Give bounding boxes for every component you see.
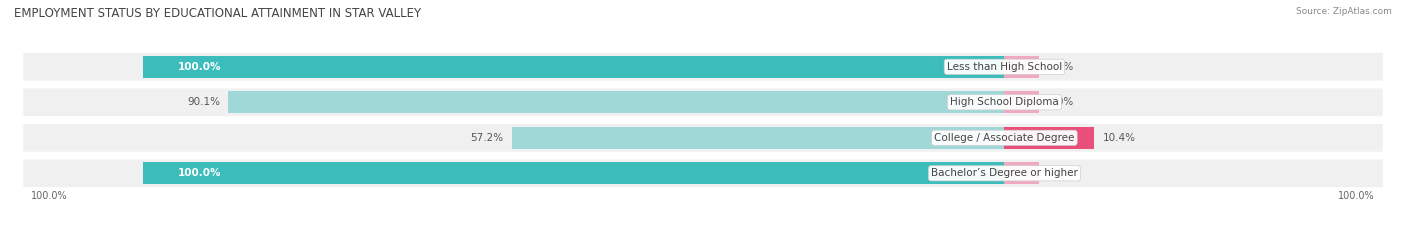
Text: 100.0%: 100.0% xyxy=(177,168,221,178)
FancyBboxPatch shape xyxy=(22,52,1384,82)
Bar xyxy=(143,162,1004,184)
Text: 90.1%: 90.1% xyxy=(187,97,219,107)
Text: High School Diploma: High School Diploma xyxy=(950,97,1059,107)
Bar xyxy=(1004,127,1094,149)
Text: 10.4%: 10.4% xyxy=(1102,133,1136,143)
Text: EMPLOYMENT STATUS BY EDUCATIONAL ATTAINMENT IN STAR VALLEY: EMPLOYMENT STATUS BY EDUCATIONAL ATTAINM… xyxy=(14,7,422,20)
Text: 0.0%: 0.0% xyxy=(1047,168,1074,178)
Text: 0.0%: 0.0% xyxy=(1047,97,1074,107)
Bar xyxy=(22,160,1384,187)
FancyBboxPatch shape xyxy=(22,87,1384,117)
Bar xyxy=(22,53,1384,80)
Text: Bachelor’s Degree or higher: Bachelor’s Degree or higher xyxy=(931,168,1078,178)
Bar xyxy=(1004,91,1039,113)
Bar xyxy=(22,124,1384,151)
Bar xyxy=(1004,56,1039,78)
Text: 57.2%: 57.2% xyxy=(470,133,503,143)
FancyBboxPatch shape xyxy=(22,158,1384,188)
Bar xyxy=(1004,162,1039,184)
Text: Less than High School: Less than High School xyxy=(946,62,1062,72)
Bar xyxy=(512,127,1004,149)
Text: 100.0%: 100.0% xyxy=(31,191,67,201)
Text: Source: ZipAtlas.com: Source: ZipAtlas.com xyxy=(1296,7,1392,16)
Bar xyxy=(229,91,1004,113)
FancyBboxPatch shape xyxy=(22,123,1384,153)
Text: 100.0%: 100.0% xyxy=(1339,191,1375,201)
Text: 0.0%: 0.0% xyxy=(1047,62,1074,72)
Bar xyxy=(22,89,1384,116)
Text: College / Associate Degree: College / Associate Degree xyxy=(934,133,1074,143)
Bar xyxy=(143,56,1004,78)
Text: 100.0%: 100.0% xyxy=(177,62,221,72)
